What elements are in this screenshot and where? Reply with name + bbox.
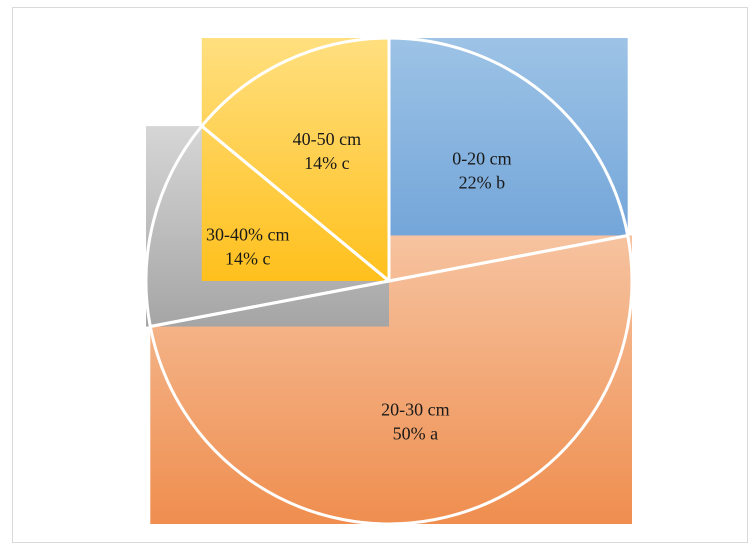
category-label: 30-40% cm bbox=[206, 225, 289, 245]
value-label: 14% c bbox=[304, 153, 349, 173]
slice-30-40-cm bbox=[144, 124, 391, 329]
value-label: 14% c bbox=[225, 249, 270, 269]
data-label-0-20-cm: 0-20 cm 22% b bbox=[452, 149, 511, 193]
category-label: 20-30 cm bbox=[381, 399, 449, 419]
slice-40-50-cm bbox=[200, 36, 391, 283]
data-label-30-40-cm: 30-40% cm 14% c bbox=[206, 225, 289, 269]
slice-fill-40-50-cm bbox=[201, 38, 389, 281]
data-label-20-30-cm: 20-30 cm 50% a bbox=[381, 399, 449, 443]
slice-0-20-cm bbox=[387, 36, 630, 283]
category-label: 0-20 cm bbox=[452, 149, 511, 169]
value-label: 22% b bbox=[459, 173, 506, 193]
category-label: 40-50 cm bbox=[293, 129, 361, 149]
value-label: 50% a bbox=[393, 423, 438, 443]
slice-20-30-cm bbox=[148, 233, 634, 526]
data-label-40-50-cm: 40-50 cm 14% c bbox=[293, 129, 361, 173]
